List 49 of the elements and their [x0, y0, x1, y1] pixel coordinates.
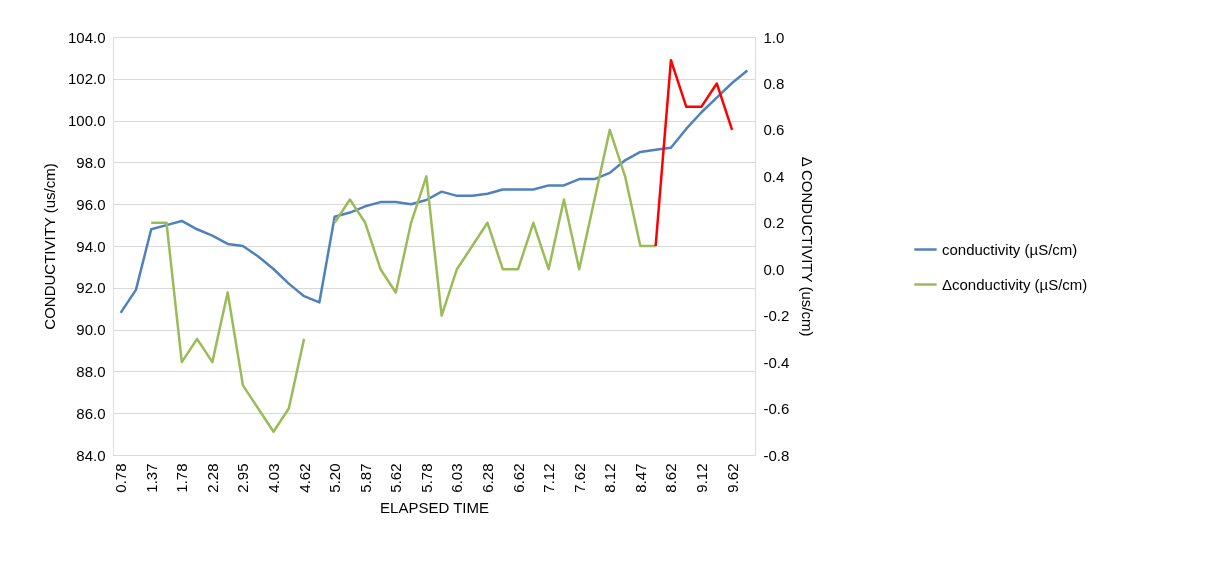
x-tick-label: 4.03: [265, 463, 282, 493]
x-tick-label: 6.62: [509, 463, 527, 493]
line-series: [654, 58, 734, 248]
legend-label: conductivity (µS/cm): [942, 240, 1078, 258]
line-series: [119, 69, 749, 315]
y-tick-label: 92.0: [76, 279, 106, 297]
x-tick-label: 5.20: [326, 463, 344, 493]
y-tick-label: 84.0: [76, 446, 106, 464]
x-tick-label: 0.78: [112, 463, 130, 493]
y-tick-label: 102.0: [67, 70, 106, 88]
y2-axis-title: Δ CONDUCTIVITY (us/cm): [799, 156, 817, 337]
y2-tick-label: -0.8: [763, 446, 790, 464]
x-tick-label: 5.87: [356, 463, 374, 493]
legend-label: Δconductivity (µS/cm): [942, 275, 1088, 293]
x-tick-label: 6.03: [448, 463, 466, 493]
x-tick-label: 5.78: [417, 463, 435, 493]
x-tick-label: 4.62: [295, 463, 313, 493]
y-tick-label: 90.0: [76, 321, 106, 339]
x-tick-label: 1.37: [142, 463, 160, 493]
x-tick-label: 6.28: [479, 463, 496, 493]
x-axis-title: ELAPSED TIME: [380, 498, 489, 516]
y-tick-label: 94.0: [76, 237, 106, 255]
x-tick-label: 2.95: [234, 463, 252, 493]
y-tick-label: 88.0: [76, 362, 106, 380]
x-tick-label: 9.12: [693, 463, 710, 493]
x-tick-label: 7.12: [540, 463, 558, 493]
y2-tick-label: -0.6: [763, 400, 790, 418]
y-tick-label: 98.0: [76, 153, 106, 171]
y2-tick-label: 1.0: [763, 28, 785, 46]
x-tick-label: 1.78: [173, 463, 191, 493]
y2-tick-label: 0.4: [763, 167, 785, 185]
x-tick-label: 7.62: [570, 463, 588, 493]
y2-tick-label: 0.6: [763, 121, 785, 139]
x-tick-label: 8.12: [601, 463, 619, 493]
x-tick-label: 8.47: [631, 463, 649, 493]
y-axis-title: CONDUCTIVITY (us/cm): [40, 163, 58, 330]
y2-tick-label: -0.2: [763, 307, 790, 325]
y2-tick-label: 0.8: [763, 74, 785, 92]
y-tick-label: 104.0: [67, 28, 106, 46]
x-tick-label: 9.62: [723, 463, 741, 493]
y-tick-label: 86.0: [76, 404, 106, 422]
y-tick-label: 96.0: [76, 195, 106, 213]
x-tick-label: 2.28: [203, 463, 221, 493]
y-tick-label: 100.0: [67, 112, 106, 130]
y2-tick-label: 0.2: [763, 214, 785, 232]
x-tick-label: 8.62: [662, 463, 680, 493]
y2-tick-label: -0.4: [763, 353, 790, 371]
x-tick-label: 5.62: [387, 463, 405, 493]
y2-tick-label: 0.0: [763, 260, 785, 278]
